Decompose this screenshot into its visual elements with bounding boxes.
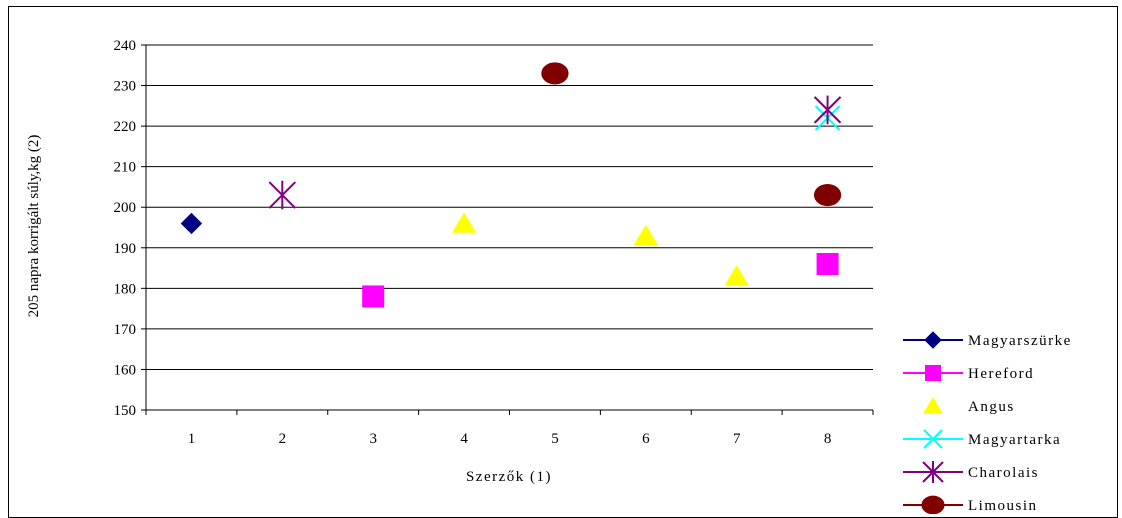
data-points [180,62,842,308]
legend-label: Magyartarka [968,432,1061,448]
legend-item: Limousin [903,495,1038,514]
x-tick-label: 1 [188,431,196,447]
x-axis-title: Szerzők (1) [466,469,552,485]
x-tick-label: 7 [733,431,741,447]
x-tick-label: 6 [642,431,650,447]
y-tick-label: 200 [114,200,137,216]
point-hereford-3 [362,285,385,308]
point-hereford-8 [816,253,839,275]
y-tick-label: 210 [114,160,137,176]
legend-marker [924,331,942,349]
legend-label: Charolais [968,465,1039,481]
legend-marker [921,495,945,514]
legend-marker [925,365,941,381]
legend-item: Magyarszürke [903,331,1072,349]
legend-label: Magyarszürke [968,333,1072,349]
legend: Magyarszürke Hereford Angus Magyartarka Char… [903,331,1072,514]
point-magyarszürke-1 [180,212,203,235]
x-tick-label: 4 [460,431,468,447]
y-tick-labels: 150 160 170 180 190 200 210 220 230 240 [114,38,146,419]
x-tick-label: 5 [551,431,559,447]
legend-marker [923,429,943,449]
y-tick-label: 230 [114,79,137,95]
point-charolais-2 [268,180,297,210]
y-tick-label: 150 [114,403,137,419]
legend-item: Angus [923,397,1015,415]
legend-marker [923,397,943,414]
axes [145,45,873,411]
chart-frame [8,6,1118,518]
x-tick-labels: 1 2 3 4 5 6 7 8 [145,410,874,447]
point-limousin-5 [541,62,569,85]
legend-label: Hereford [968,366,1034,382]
point-angus-4 [451,212,477,233]
legend-item: Charolais [903,461,1039,483]
y-tick-label: 170 [114,322,137,338]
y-axis-title: 205 napra korrigált súly,kg (2) [26,135,42,318]
y-tick-label: 240 [114,38,137,54]
y-tick-label: 180 [114,281,137,297]
y-tick-label: 220 [114,119,137,135]
legend-label: Limousin [968,498,1038,514]
y-tick-label: 190 [114,241,137,257]
point-limousin-8 [813,184,842,207]
x-tick-label: 3 [369,431,377,447]
legend-item: Magyartarka [903,429,1061,449]
gridlines [146,44,873,370]
legend-label: Angus [968,399,1015,415]
y-tick-label: 160 [114,362,137,378]
legend-marker [922,461,944,483]
point-charolais-8 [813,95,842,125]
point-angus-6 [633,224,658,245]
x-tick-label: 2 [279,431,287,447]
x-tick-label: 8 [824,431,832,447]
legend-item: Hereford [903,365,1034,382]
point-angus-7 [724,265,749,286]
